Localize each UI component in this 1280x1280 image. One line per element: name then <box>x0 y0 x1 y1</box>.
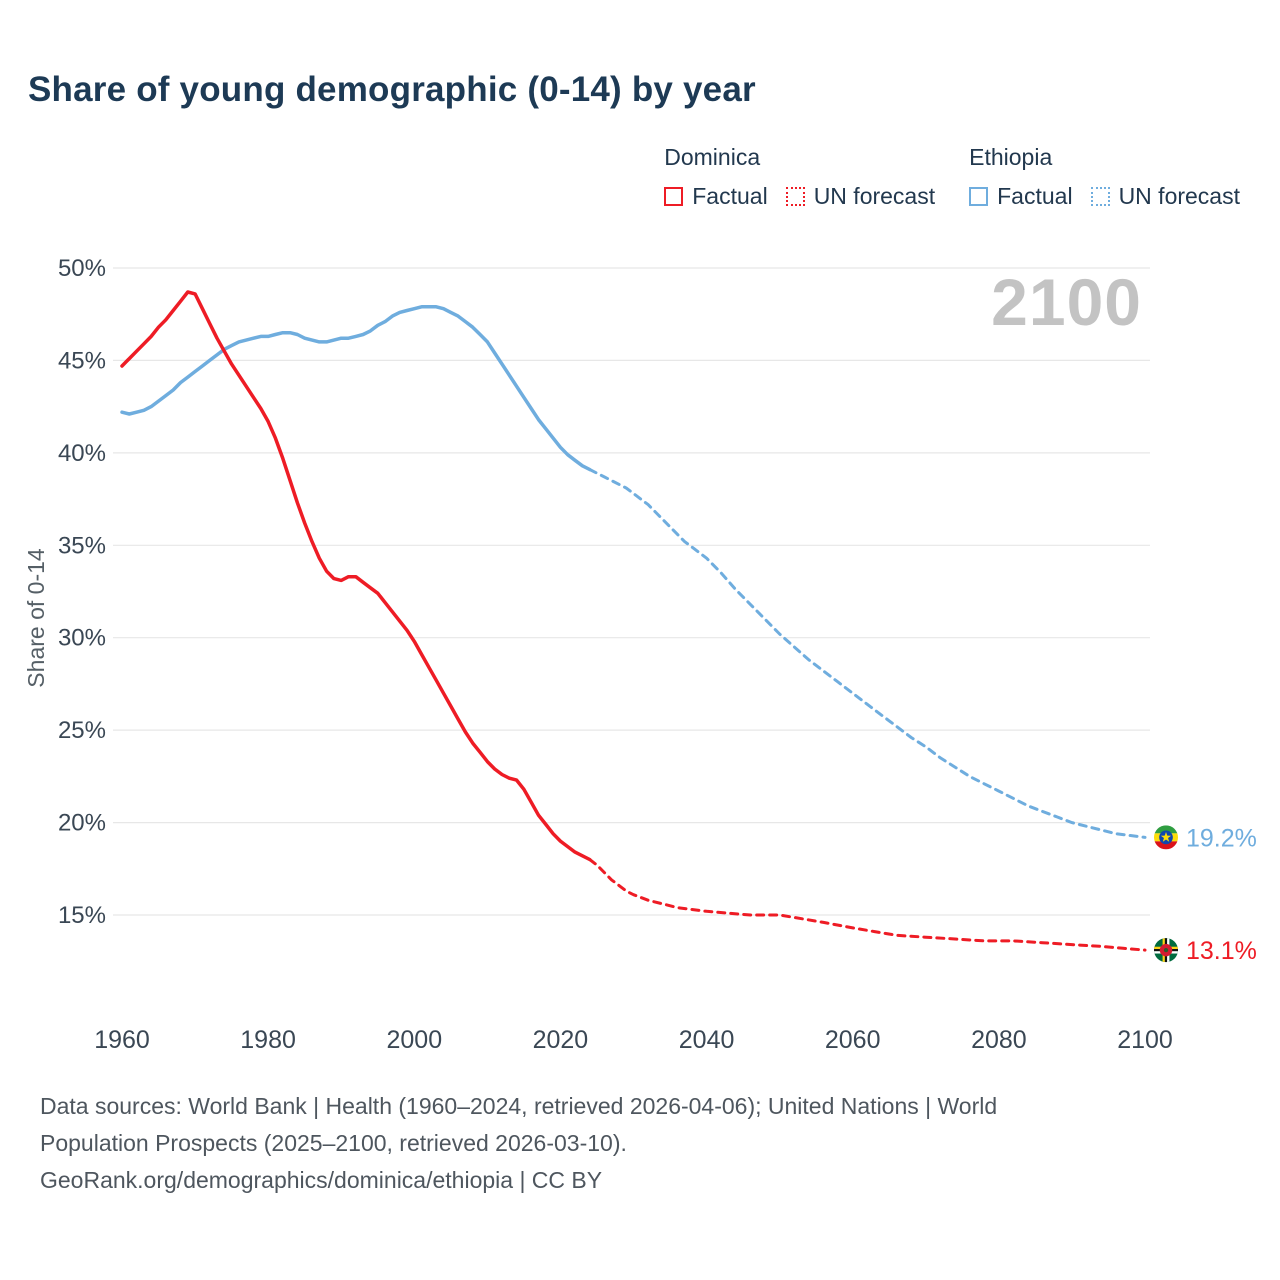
legend-item-ethiopia-factual: Factual <box>969 183 1073 210</box>
legend-header-dominica: Dominica <box>664 144 761 170</box>
y-tick-label: 15% <box>58 902 106 929</box>
series-ethiopia-factual <box>120 305 592 472</box>
legend-row-ethiopia: Factual UN forecast <box>969 183 1240 210</box>
footer: Data sources: World Bank | Health (1960–… <box>40 1088 997 1199</box>
footer-line-1: Data sources: World Bank | Health (1960–… <box>40 1093 998 1119</box>
series-dominica-forecast <box>588 858 1147 952</box>
ethiopia-factual-swatch-icon <box>969 187 989 206</box>
legend-item-label: UN forecast <box>813 183 936 209</box>
legend-item-dominica-factual: Factual <box>664 183 768 210</box>
ethiopia-forecast-swatch-icon <box>1090 187 1110 206</box>
page-title: Share of young demographic (0-14) by yea… <box>28 70 756 109</box>
x-tick-label: 1980 <box>240 1026 296 1054</box>
series-ethiopia-forecast <box>588 468 1147 839</box>
legend-header-ethiopia: Ethiopia <box>969 144 1053 170</box>
dominica-flag-icon <box>1154 938 1178 963</box>
legend-item-label: Factual <box>997 183 1073 209</box>
end-label-dominica: 13.1% <box>1186 937 1257 965</box>
ethiopia-flag-icon <box>1154 825 1178 850</box>
x-tick-label: 2020 <box>533 1026 589 1054</box>
y-tick-label: 40% <box>58 440 106 467</box>
dominica-factual-swatch-icon <box>664 187 684 206</box>
footer-line-2: Population Prospects (2025–2100, retriev… <box>40 1130 627 1156</box>
watermark-year: 2100 <box>991 265 1142 339</box>
y-axis-title: Share of 0-14 <box>23 548 49 688</box>
y-tick-label: 35% <box>58 532 106 559</box>
x-tick-label: 2060 <box>825 1026 881 1054</box>
legend-item-label: Factual <box>692 183 768 209</box>
legend-item-ethiopia-forecast: UN forecast <box>1090 183 1240 210</box>
x-tick-label: 2040 <box>679 1026 735 1054</box>
dominica-forecast-swatch-icon <box>785 187 805 206</box>
x-tick-label: 2100 <box>1117 1026 1173 1054</box>
x-tick-label: 2080 <box>971 1026 1027 1054</box>
legend-group-dominica: Dominica Factual UN forecast <box>664 144 935 210</box>
footer-line-3: GeoRank.org/demographics/dominica/ethiop… <box>40 1167 603 1193</box>
y-tick-label: 50% <box>58 255 106 282</box>
legend-group-ethiopia: Ethiopia Factual UN forecast <box>969 144 1240 210</box>
x-tick-label: 1960 <box>94 1026 150 1054</box>
x-tick-label: 2000 <box>386 1026 442 1054</box>
y-tick-label: 45% <box>58 347 106 374</box>
end-label-ethiopia: 19.2% <box>1186 824 1257 852</box>
y-tick-label: 20% <box>58 810 106 837</box>
legend: Dominica Factual UN forecast Ethiopia Fa… <box>664 144 1240 210</box>
series-dominica-factual <box>120 290 592 862</box>
legend-row-dominica: Factual UN forecast <box>664 183 935 210</box>
y-tick-label: 25% <box>58 717 106 744</box>
legend-item-dominica-forecast: UN forecast <box>785 183 936 210</box>
legend-item-label: UN forecast <box>1118 183 1240 209</box>
y-tick-label: 30% <box>58 625 106 652</box>
